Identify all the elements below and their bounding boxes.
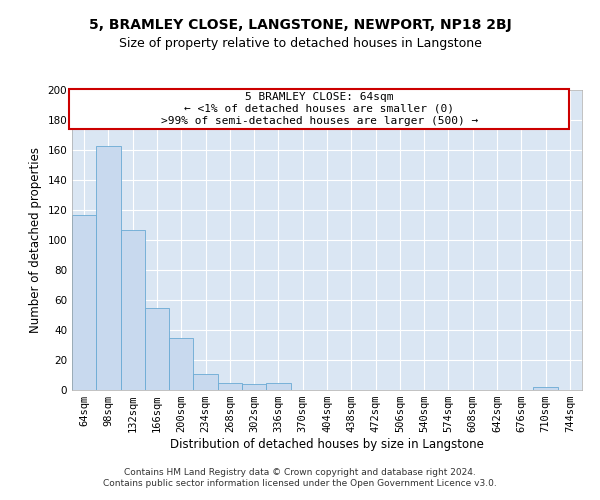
Text: 5, BRAMLEY CLOSE, LANGSTONE, NEWPORT, NP18 2BJ: 5, BRAMLEY CLOSE, LANGSTONE, NEWPORT, NP… (89, 18, 511, 32)
Bar (169, 338, 193, 390)
Bar (266, 382, 290, 390)
Bar (218, 382, 242, 390)
Bar (242, 384, 266, 390)
Bar (193, 374, 218, 390)
FancyBboxPatch shape (70, 88, 569, 129)
Bar (145, 308, 169, 390)
Text: 5 BRAMLEY CLOSE: 64sqm: 5 BRAMLEY CLOSE: 64sqm (245, 92, 394, 102)
Bar (96, 146, 121, 390)
X-axis label: Distribution of detached houses by size in Langstone: Distribution of detached houses by size … (170, 438, 484, 451)
Text: >99% of semi-detached houses are larger (500) →: >99% of semi-detached houses are larger … (161, 116, 478, 126)
Y-axis label: Number of detached properties: Number of detached properties (29, 147, 42, 333)
Bar (121, 230, 145, 390)
Bar (533, 387, 558, 390)
Text: Size of property relative to detached houses in Langstone: Size of property relative to detached ho… (119, 38, 481, 51)
Text: Contains HM Land Registry data © Crown copyright and database right 2024.
Contai: Contains HM Land Registry data © Crown c… (103, 468, 497, 487)
Text: ← <1% of detached houses are smaller (0): ← <1% of detached houses are smaller (0) (184, 104, 454, 114)
Bar (72, 214, 96, 390)
